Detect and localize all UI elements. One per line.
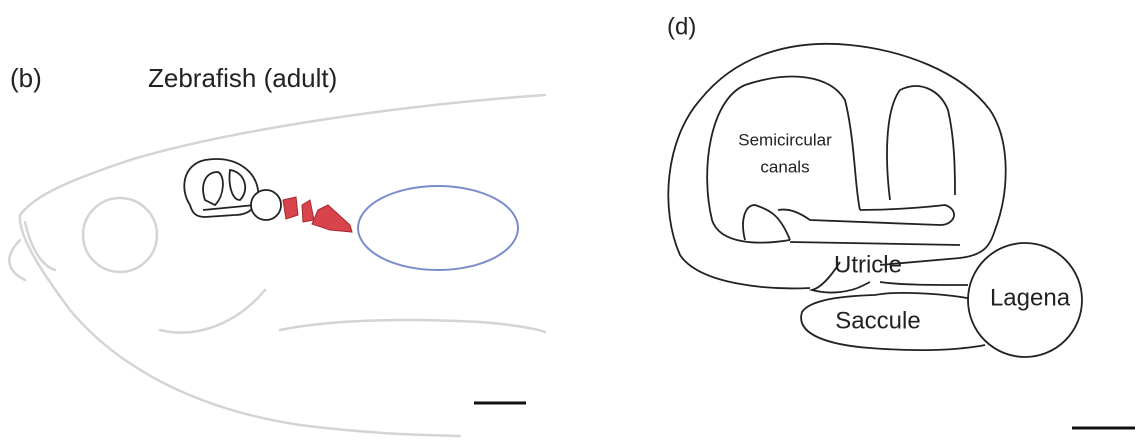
part-label: Saccule [835,307,920,334]
weberian-3 [312,205,352,232]
fish-operculum [280,320,545,332]
panel-title: Zebrafish (adult) [148,63,337,93]
canal-loop-right [887,86,955,200]
fish-gill [160,290,265,333]
part-label: canals [760,157,809,176]
panel-label: (b) [10,63,42,93]
panel-label: (d) [667,13,696,40]
part-label: Semicircular [738,130,832,149]
otolith-sac [251,190,281,220]
panel-d: (d) Semicircular canals Utricle Saccule … [667,13,1135,428]
panel-b: (b) Zebrafish (adult) [9,63,545,436]
part-label: Lagena [990,284,1071,311]
figure: (b) Zebrafish (adult) (d) Semicircular c… [0,0,1141,441]
weberian-1 [283,197,298,219]
fish-eye [83,198,157,272]
inner-ear [184,159,258,217]
canal-inner [743,205,954,240]
part-label: Utricle [834,251,902,278]
weberian-2 [302,200,314,222]
fish-mouth [9,240,25,280]
swim-bladder [358,186,518,270]
